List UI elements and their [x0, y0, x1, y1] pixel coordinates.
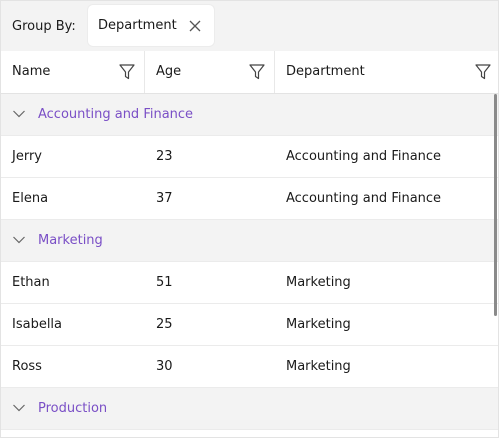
group-by-label: Group By:	[12, 19, 76, 34]
table-row[interactable]: Ross 30 Marketing	[1, 346, 498, 388]
table-row[interactable]: Jerry 23 Accounting and Finance	[1, 136, 498, 178]
column-header-name[interactable]: Name	[1, 51, 145, 93]
chevron-down-icon[interactable]	[12, 235, 26, 245]
cell-age: 30	[156, 359, 173, 374]
chevron-down-icon[interactable]	[12, 109, 26, 119]
group-title: Accounting and Finance	[38, 107, 194, 122]
group-title: Marketing	[38, 233, 103, 248]
grid-body: Accounting and Finance Jerry 23 Accounti…	[1, 94, 498, 430]
column-header-age[interactable]: Age	[145, 51, 275, 93]
cell-name: Isabella	[12, 317, 63, 332]
group-title: Production	[38, 401, 108, 416]
group-row-accounting-and-finance[interactable]: Accounting and Finance	[1, 94, 498, 136]
chevron-down-icon[interactable]	[12, 403, 26, 413]
cell-age: 37	[156, 191, 173, 206]
table-row[interactable]: Elena 37 Accounting and Finance	[1, 178, 498, 220]
cell-name: Ethan	[12, 275, 50, 290]
group-by-chip-department[interactable]: Department	[88, 5, 214, 46]
column-header-label: Department	[286, 64, 365, 79]
table-row[interactable]: Isabella 25 Marketing	[1, 304, 498, 346]
vertical-scrollbar[interactable]	[494, 94, 497, 316]
cell-department: Accounting and Finance	[286, 149, 442, 164]
column-header-label: Name	[12, 64, 51, 79]
filter-icon[interactable]	[248, 63, 266, 81]
cell-name: Jerry	[12, 149, 42, 164]
cell-name: Ross	[12, 359, 42, 374]
cell-age: 51	[156, 275, 173, 290]
filter-icon[interactable]	[118, 63, 136, 81]
close-icon[interactable]	[188, 19, 202, 33]
group-by-chip-label: Department	[98, 18, 177, 33]
column-header-row: Name Age Department	[1, 51, 498, 94]
cell-department: Marketing	[286, 275, 351, 290]
group-by-panel: Group By: Department	[1, 1, 498, 52]
cell-department: Accounting and Finance	[286, 191, 442, 206]
group-row-production[interactable]: Production	[1, 388, 498, 430]
cell-name: Elena	[12, 191, 49, 206]
table-row[interactable]: Ethan 51 Marketing	[1, 262, 498, 304]
cell-age: 23	[156, 149, 173, 164]
cell-department: Marketing	[286, 359, 351, 374]
group-row-marketing[interactable]: Marketing	[1, 220, 498, 262]
cell-age: 25	[156, 317, 173, 332]
cell-department: Marketing	[286, 317, 351, 332]
column-header-label: Age	[156, 64, 182, 79]
column-header-department[interactable]: Department	[275, 51, 498, 93]
filter-icon[interactable]	[474, 63, 492, 81]
